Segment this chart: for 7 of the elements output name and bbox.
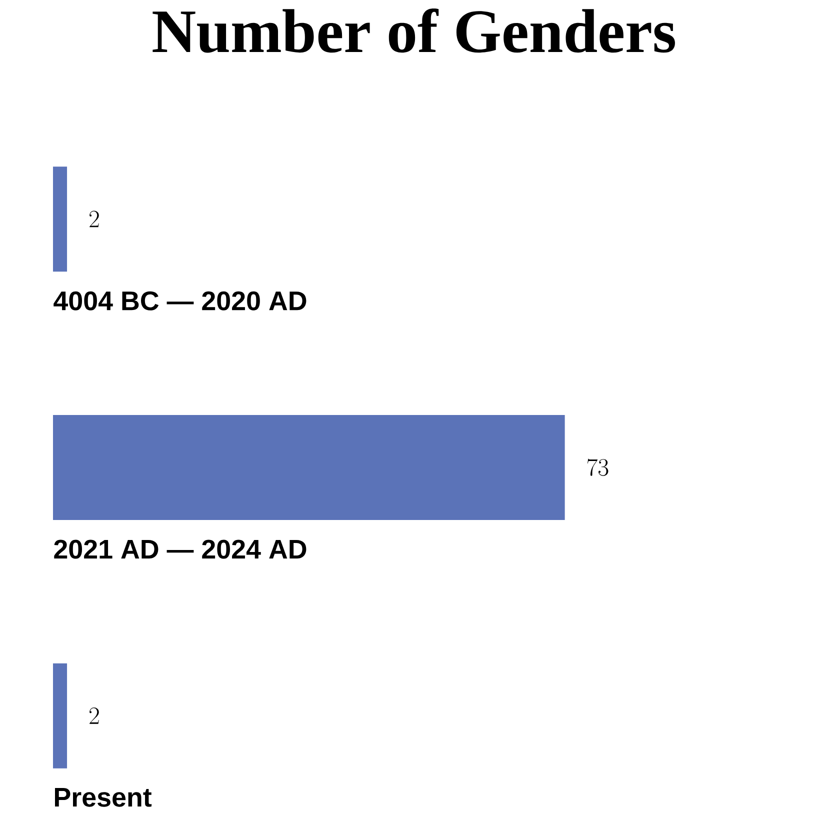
- data-label: 73: [587, 458, 608, 476]
- y-tick-label: Present: [54, 788, 152, 807]
- data-label: 2: [90, 210, 99, 228]
- y-tick-label: 4004 BC — 2020 AD: [54, 291, 306, 310]
- y-tick-label: 2021 AD — 2024 AD: [54, 540, 306, 559]
- data-label: 2: [90, 707, 99, 724]
- chart-title: Number of Genders: [152, 8, 675, 53]
